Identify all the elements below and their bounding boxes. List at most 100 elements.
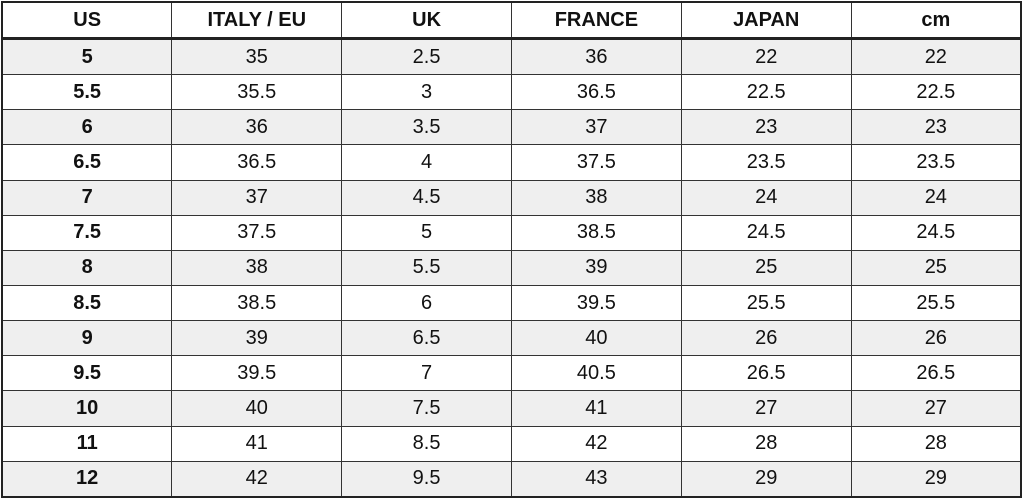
table-row: 9 39 6.5 40 26 26 bbox=[1, 320, 1022, 357]
table-cell: 42 bbox=[171, 460, 343, 498]
table-row: 8 38 5.5 39 25 25 bbox=[1, 249, 1022, 287]
table-cell: 35 bbox=[171, 37, 343, 76]
table-row: 5.5 35.5 3 36.5 22.5 22.5 bbox=[1, 74, 1022, 111]
table-cell: 26 bbox=[680, 320, 852, 357]
table-cell: 38 bbox=[510, 179, 682, 216]
table-header: US ITALY / EU UK FRANCE JAPAN cm bbox=[1, 1, 1022, 40]
table-cell: 23.5 bbox=[850, 144, 1022, 181]
table-cell: 42 bbox=[510, 425, 682, 462]
header-cell: cm bbox=[850, 1, 1022, 40]
table-cell: 26 bbox=[850, 320, 1022, 357]
table-cell: 37 bbox=[510, 109, 682, 146]
table-cell: 24 bbox=[850, 179, 1022, 216]
header-cell: US bbox=[1, 1, 173, 40]
row-label: 11 bbox=[1, 425, 173, 462]
table-cell: 29 bbox=[680, 460, 852, 498]
table-row: 7 37 4.5 38 24 24 bbox=[1, 179, 1022, 216]
row-label: 8 bbox=[1, 249, 173, 287]
table-cell: 25 bbox=[680, 249, 852, 287]
row-label: 10 bbox=[1, 390, 173, 427]
table-cell: 5 bbox=[341, 214, 512, 251]
table-cell: 23 bbox=[680, 109, 852, 146]
table-cell: 41 bbox=[510, 390, 682, 427]
row-label: 9 bbox=[1, 320, 173, 357]
table-cell: 9.5 bbox=[341, 460, 512, 498]
table-cell: 38.5 bbox=[510, 214, 682, 251]
table-cell: 39 bbox=[171, 320, 343, 357]
table-cell: 36 bbox=[171, 109, 343, 146]
table-cell: 22 bbox=[680, 37, 852, 76]
table-cell: 24 bbox=[680, 179, 852, 216]
table-cell: 39.5 bbox=[171, 355, 343, 392]
table-cell: 36.5 bbox=[171, 144, 343, 181]
table-cell: 28 bbox=[850, 425, 1022, 462]
row-label: 9.5 bbox=[1, 355, 173, 392]
table-cell: 26.5 bbox=[850, 355, 1022, 392]
row-label: 5.5 bbox=[1, 74, 173, 111]
table-cell: 41 bbox=[171, 425, 343, 462]
table-row: 10 40 7.5 41 27 27 bbox=[1, 390, 1022, 427]
table-cell: 28 bbox=[680, 425, 852, 462]
table-cell: 3 bbox=[341, 74, 512, 111]
row-label: 7 bbox=[1, 179, 173, 216]
table-cell: 39 bbox=[510, 249, 682, 287]
table-body: 5 35 2.5 36 22 22 5.5 35.5 3 36.5 22.5 22.5 6 36 3.5 37… bbox=[1, 37, 1022, 498]
row-label: 5 bbox=[1, 37, 173, 76]
table-cell: 3.5 bbox=[341, 109, 512, 146]
table-row: 6 36 3.5 37 23 23 bbox=[1, 109, 1022, 146]
table-cell: 40 bbox=[510, 320, 682, 357]
table-cell: 38 bbox=[171, 249, 343, 287]
table-cell: 38.5 bbox=[171, 285, 343, 322]
row-label: 6 bbox=[1, 109, 173, 146]
table-cell: 6 bbox=[341, 285, 512, 322]
header-cell: JAPAN bbox=[680, 1, 852, 40]
table-cell: 36.5 bbox=[510, 74, 682, 111]
table-cell: 2.5 bbox=[341, 37, 512, 76]
table-cell: 23.5 bbox=[680, 144, 852, 181]
table-cell: 39.5 bbox=[510, 285, 682, 322]
header-cell: FRANCE bbox=[510, 1, 682, 40]
table-cell: 40.5 bbox=[510, 355, 682, 392]
table-cell: 26.5 bbox=[680, 355, 852, 392]
table-row: 8.5 38.5 6 39.5 25.5 25.5 bbox=[1, 285, 1022, 322]
table-cell: 25.5 bbox=[850, 285, 1022, 322]
row-label: 7.5 bbox=[1, 214, 173, 251]
table-cell: 37.5 bbox=[171, 214, 343, 251]
table-row: 6.5 36.5 4 37.5 23.5 23.5 bbox=[1, 144, 1022, 181]
table-cell: 27 bbox=[850, 390, 1022, 427]
table-row: 11 41 8.5 42 28 28 bbox=[1, 425, 1022, 462]
table-row: 9.5 39.5 7 40.5 26.5 26.5 bbox=[1, 355, 1022, 392]
table-cell: 8.5 bbox=[341, 425, 512, 462]
table-cell: 4 bbox=[341, 144, 512, 181]
table-cell: 43 bbox=[510, 460, 682, 498]
table-cell: 40 bbox=[171, 390, 343, 427]
table-cell: 35.5 bbox=[171, 74, 343, 111]
table-cell: 29 bbox=[850, 460, 1022, 498]
table-cell: 23 bbox=[850, 109, 1022, 146]
table-cell: 6.5 bbox=[341, 320, 512, 357]
row-label: 8.5 bbox=[1, 285, 173, 322]
table-cell: 22.5 bbox=[680, 74, 852, 111]
table-row: 12 42 9.5 43 29 29 bbox=[1, 460, 1022, 498]
table-cell: 5.5 bbox=[341, 249, 512, 287]
header-cell: ITALY / EU bbox=[171, 1, 343, 40]
table-cell: 24.5 bbox=[850, 214, 1022, 251]
table-cell: 22 bbox=[850, 37, 1022, 76]
table-cell: 7 bbox=[341, 355, 512, 392]
table-row: 7.5 37.5 5 38.5 24.5 24.5 bbox=[1, 214, 1022, 251]
table-cell: 25 bbox=[850, 249, 1022, 287]
table-cell: 37 bbox=[171, 179, 343, 216]
row-label: 12 bbox=[1, 460, 173, 498]
table-cell: 22.5 bbox=[850, 74, 1022, 111]
table-cell: 7.5 bbox=[341, 390, 512, 427]
table-cell: 4.5 bbox=[341, 179, 512, 216]
table-cell: 27 bbox=[680, 390, 852, 427]
table-cell: 24.5 bbox=[680, 214, 852, 251]
table-row: 5 35 2.5 36 22 22 bbox=[1, 37, 1022, 76]
table-cell: 36 bbox=[510, 37, 682, 76]
table-cell: 25.5 bbox=[680, 285, 852, 322]
header-cell: UK bbox=[341, 1, 512, 40]
table-cell: 37.5 bbox=[510, 144, 682, 181]
